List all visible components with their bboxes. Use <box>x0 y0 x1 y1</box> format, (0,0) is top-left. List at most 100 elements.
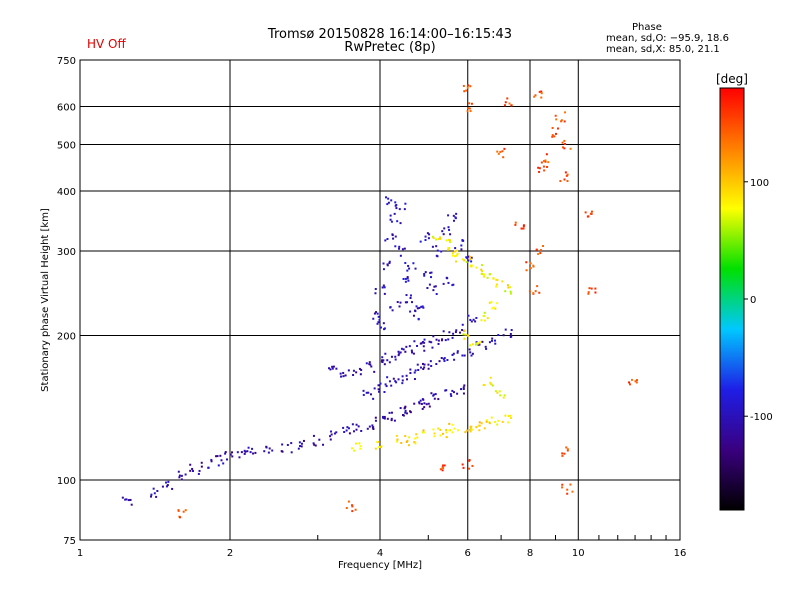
data-point <box>243 452 246 455</box>
data-point <box>430 365 433 368</box>
data-point <box>494 339 497 342</box>
data-point <box>231 455 234 458</box>
data-point <box>359 373 362 376</box>
data-point <box>422 429 425 432</box>
data-point <box>452 214 455 217</box>
data-point <box>540 92 543 95</box>
data-point <box>386 376 389 379</box>
data-point <box>182 510 185 513</box>
data-point <box>445 431 448 434</box>
data-point <box>343 430 346 433</box>
data-point <box>480 272 483 275</box>
data-point <box>490 383 493 386</box>
data-point <box>189 463 192 466</box>
data-point <box>406 276 409 279</box>
data-point <box>494 420 497 423</box>
data-point <box>430 341 433 344</box>
data-point <box>423 338 426 341</box>
data-point <box>428 233 431 236</box>
data-point <box>347 369 350 372</box>
data-point <box>489 376 492 379</box>
data-point <box>268 447 271 450</box>
data-point <box>483 427 486 430</box>
data-point <box>451 431 454 434</box>
data-point <box>540 96 543 99</box>
data-point <box>404 405 407 408</box>
data-point <box>394 355 397 358</box>
data-point <box>388 380 391 383</box>
data-point <box>372 426 375 429</box>
data-point <box>417 368 420 371</box>
data-point <box>470 264 473 267</box>
data-point <box>461 354 464 357</box>
data-point <box>468 348 471 351</box>
data-point <box>445 239 448 242</box>
data-point <box>543 169 546 172</box>
data-point <box>416 363 419 366</box>
data-point <box>398 305 401 308</box>
data-point <box>502 334 505 337</box>
data-point <box>486 317 489 320</box>
data-point <box>351 505 354 508</box>
data-point <box>405 378 408 381</box>
data-point <box>467 255 470 258</box>
data-point <box>240 451 243 454</box>
data-point <box>561 452 564 455</box>
data-point <box>374 288 377 291</box>
x-tick-label: 1 <box>77 548 83 559</box>
data-point <box>502 396 505 399</box>
data-point <box>432 335 435 338</box>
data-point <box>166 484 169 487</box>
data-point <box>437 398 440 401</box>
data-point <box>422 431 425 434</box>
data-point <box>630 378 633 381</box>
data-point <box>463 329 466 332</box>
data-point <box>129 498 132 501</box>
data-point <box>563 139 566 142</box>
data-point <box>471 464 474 467</box>
data-point <box>390 417 393 420</box>
data-point <box>414 267 417 270</box>
data-point <box>566 448 569 451</box>
data-point <box>180 478 183 481</box>
data-point <box>506 97 509 100</box>
data-point <box>533 95 536 98</box>
data-point <box>497 419 500 422</box>
data-point <box>485 420 488 423</box>
data-point <box>443 464 446 467</box>
data-point <box>207 466 210 469</box>
data-point <box>471 352 474 355</box>
data-point <box>351 510 354 513</box>
data-point <box>449 393 452 396</box>
data-point <box>634 380 637 383</box>
data-point <box>425 403 428 406</box>
data-point <box>460 248 463 251</box>
data-point <box>495 285 498 288</box>
data-point <box>405 345 408 348</box>
data-point <box>383 415 386 418</box>
data-point <box>405 294 408 297</box>
data-point <box>479 340 482 343</box>
data-point <box>360 368 363 371</box>
data-point <box>491 339 494 342</box>
data-point <box>460 244 463 247</box>
data-point <box>416 344 419 347</box>
data-point <box>362 389 365 392</box>
data-point <box>461 323 464 326</box>
data-point <box>435 238 438 241</box>
data-point <box>481 340 484 343</box>
data-point <box>130 503 133 506</box>
data-point <box>372 317 375 320</box>
data-point <box>554 114 557 117</box>
data-point <box>378 390 381 393</box>
data-point <box>215 455 218 458</box>
data-point <box>635 381 638 384</box>
data-point <box>400 347 403 350</box>
data-point <box>539 251 542 254</box>
data-point <box>330 433 333 436</box>
data-point <box>532 292 535 295</box>
data-point <box>463 259 466 262</box>
data-point <box>391 309 394 312</box>
data-point <box>454 247 457 250</box>
data-point <box>509 332 512 335</box>
